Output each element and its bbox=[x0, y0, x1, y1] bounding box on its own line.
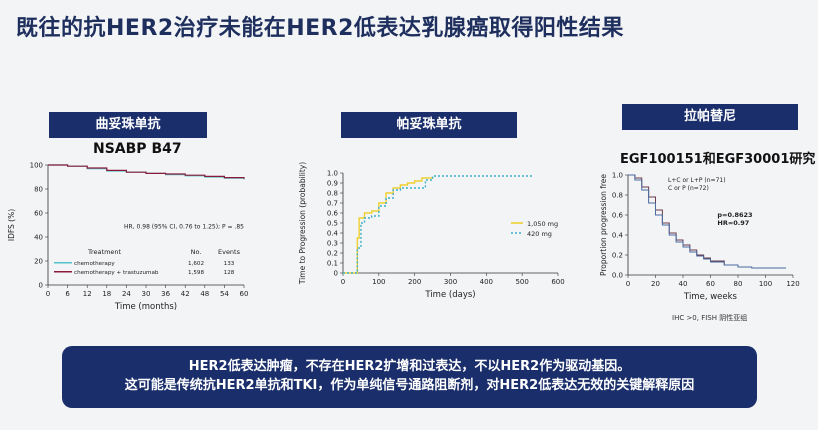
x-tick-label: 0 bbox=[46, 290, 50, 298]
idfs-chart: 0 6 12 18 24 30 36 42 48 54 60 0 20 40 60 80 100 Time (mo… bbox=[7, 162, 249, 313]
legend-entry-1: L+C or L+P (n=71) bbox=[668, 177, 726, 184]
x-axis-label: Time (months) bbox=[114, 302, 177, 312]
y-tick-label: 0.9 bbox=[327, 180, 338, 188]
y-tick-label: 0.4 bbox=[327, 230, 339, 238]
table-row-no: 1,602 bbox=[188, 261, 204, 267]
y-tick-label: 0.2 bbox=[327, 250, 338, 258]
stats-annotation-1: p=0.8623 bbox=[717, 211, 752, 219]
y-axis-label: Proportion progression free bbox=[599, 174, 608, 276]
banner-line-1: HER2低表达肿瘤，不存在HER2扩增和过表达，不以HER2作为驱动基因。 bbox=[188, 359, 631, 374]
y-tick-label: 80 bbox=[34, 186, 43, 194]
y-tick-label: 0 bbox=[334, 270, 338, 278]
x-tick-label: 24 bbox=[122, 290, 131, 298]
y-tick-label: 0.2 bbox=[612, 252, 623, 260]
series-line-1 bbox=[343, 177, 434, 274]
egf-subtitle: EGF100151和EGF30001研究 bbox=[620, 152, 816, 167]
x-tick-label: 54 bbox=[220, 290, 229, 298]
lapatinib-header: 拉帕替尼 bbox=[622, 104, 798, 130]
x-axis-label: Time (days) bbox=[424, 290, 475, 300]
legend-label-2: 420 mg bbox=[527, 230, 552, 238]
page-title: 既往的抗HER2治疗未能在HER2低表达乳腺癌取得阳性结果 bbox=[16, 16, 624, 41]
y-tick-label: 0.6 bbox=[612, 212, 624, 220]
table-row-events: 133 bbox=[224, 261, 235, 267]
series-line-1 bbox=[628, 174, 752, 268]
y-tick-label: 0.3 bbox=[327, 240, 338, 248]
series-line-2 bbox=[48, 164, 245, 179]
y-tick-label: 20 bbox=[34, 258, 43, 266]
x-tick-label: 80 bbox=[734, 280, 743, 288]
y-tick-label: 0.8 bbox=[612, 192, 623, 200]
y-tick-label: 40 bbox=[34, 234, 43, 242]
x-tick-label: 100 bbox=[759, 280, 772, 288]
footnote: IHC >0, FISH 阴性亚组 bbox=[672, 314, 748, 322]
x-tick-label: 60 bbox=[240, 290, 249, 298]
x-tick-label: 60 bbox=[706, 280, 715, 288]
table-header-treatment: Treatment bbox=[87, 248, 122, 256]
y-tick-label: 0.8 bbox=[327, 190, 338, 198]
x-tick-label: 6 bbox=[65, 290, 70, 298]
series-line-2 bbox=[628, 174, 787, 269]
legend-entry-2: C or P (n=72) bbox=[668, 185, 709, 192]
y-tick-label: 0.7 bbox=[327, 200, 338, 208]
table-row-label: chemotherapy + trastuzumab bbox=[74, 270, 159, 276]
x-tick-label: 30 bbox=[142, 290, 151, 298]
hr-annotation: HR, 0.98 (95% CI, 0.76 to 1.25); P = .85 bbox=[124, 224, 244, 231]
table-row-events: 128 bbox=[224, 270, 235, 276]
x-tick-label: 12 bbox=[83, 290, 92, 298]
y-axis-label: IDFS (%) bbox=[7, 209, 16, 241]
pfs-chart: 0 20 40 60 80 100 120 0.0 0.2 0.4 0.6 0.8 1.0 Time, w… bbox=[599, 172, 800, 303]
trastuzumab-header: 曲妥珠单抗 bbox=[49, 112, 207, 138]
x-tick-label: 18 bbox=[102, 290, 111, 298]
x-tick-label: 0 bbox=[626, 280, 630, 288]
pertuzumab-header: 帕妥珠单抗 bbox=[341, 112, 517, 138]
y-tick-label: 0 bbox=[39, 282, 43, 290]
y-tick-label: 0.5 bbox=[327, 220, 338, 228]
x-tick-label: 120 bbox=[786, 280, 799, 288]
x-tick-label: 48 bbox=[200, 290, 209, 298]
y-tick-label: 0.6 bbox=[327, 210, 339, 218]
nsabp-subtitle: NSABP B47 bbox=[93, 141, 182, 157]
x-tick-label: 400 bbox=[480, 278, 493, 286]
x-tick-label: 600 bbox=[551, 278, 564, 286]
table-header-events: Events bbox=[218, 248, 241, 256]
x-tick-label: 42 bbox=[181, 290, 190, 298]
x-tick-label: 300 bbox=[444, 278, 457, 286]
y-axis-label: Time to Progression (probability) bbox=[298, 162, 307, 285]
x-tick-label: 36 bbox=[161, 290, 170, 298]
series-line-2 bbox=[343, 175, 533, 274]
x-tick-label: 100 bbox=[372, 278, 385, 286]
y-tick-label: 100 bbox=[30, 162, 43, 170]
y-tick-label: 0.0 bbox=[612, 272, 623, 280]
y-tick-label: 0.1 bbox=[327, 260, 338, 268]
x-axis-label: Time, weeks bbox=[683, 292, 738, 302]
y-tick-label: 1.0 bbox=[612, 172, 623, 180]
y-tick-label: 1.0 bbox=[327, 170, 338, 178]
banner-line-2: 这可能是传统抗HER2单抗和TKI，作为单纯信号通路阻断剂，对HER2低表达无效… bbox=[124, 378, 695, 393]
stats-annotation-2: HR=0.97 bbox=[717, 219, 749, 227]
x-tick-label: 40 bbox=[679, 280, 688, 288]
legend-label-1: 1,050 mg bbox=[527, 220, 558, 228]
y-tick-label: 0.4 bbox=[612, 232, 624, 240]
y-tick-label: 60 bbox=[34, 210, 43, 218]
conclusion-banner: HER2低表达肿瘤，不存在HER2扩增和过表达，不以HER2作为驱动基因。 这可… bbox=[62, 346, 757, 408]
x-tick-label: 200 bbox=[408, 278, 421, 286]
table-row-no: 1,598 bbox=[188, 270, 204, 276]
x-tick-label: 20 bbox=[651, 280, 660, 288]
x-tick-label: 500 bbox=[515, 278, 528, 286]
table-header-no: No. bbox=[191, 248, 202, 256]
x-tick-label: 0 bbox=[341, 278, 345, 286]
ttp-chart: 0 100 200 300 400 500 600 0 0.1 0.2 0.3 0.4 0.5 0.6 0.… bbox=[298, 162, 565, 300]
table-row-label: chemotherapy bbox=[74, 261, 115, 267]
